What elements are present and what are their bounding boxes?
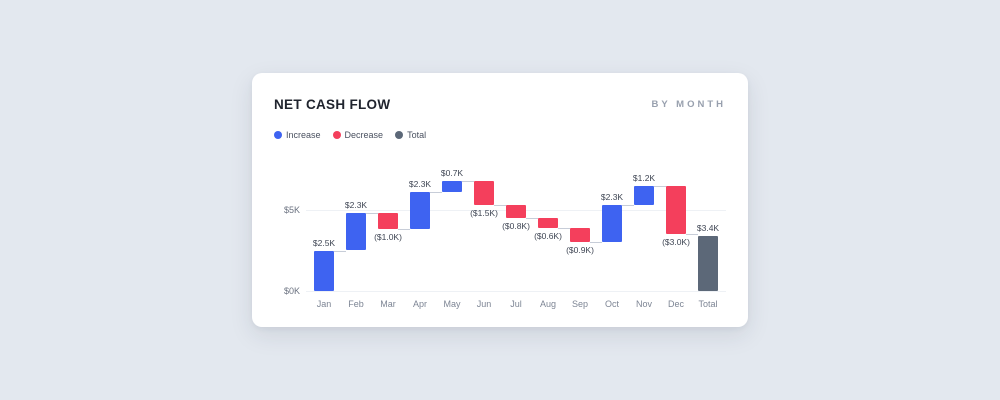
chart-title: NET CASH FLOW (274, 96, 391, 112)
bar-value-label: $3.4K (696, 222, 720, 233)
connector-line (654, 185, 666, 187)
connector-line (462, 180, 474, 182)
chart-legend: Increase Decrease Total (274, 129, 726, 141)
x-axis-label-oct: Oct (604, 299, 619, 309)
waterfall-bar-aug[interactable] (538, 218, 558, 228)
legend-label: Increase (286, 130, 321, 140)
legend-label: Decrease (344, 130, 384, 140)
bar-value-label: $2.3K (600, 192, 624, 203)
waterfall-chart: $5K $0K $2.5K Jan $2.3K Feb ($1.0K) Mar $2.3K Apr… (274, 151, 726, 319)
waterfall-bar-jan[interactable] (314, 250, 334, 291)
total-legend-dot-icon (395, 131, 404, 139)
x-axis-label-nov: Nov (635, 299, 652, 309)
x-axis-label-feb: Feb (348, 299, 364, 309)
connector-line (526, 218, 538, 220)
waterfall-bar-nov[interactable] (634, 185, 654, 206)
legend-item-total[interactable]: Total (395, 130, 426, 140)
bar-value-label: $2.3K (408, 179, 432, 190)
x-axis-label-jun: Jun (476, 299, 492, 309)
bar-value-label: ($0.9K) (566, 245, 594, 256)
bar-value-label: $0.7K (440, 167, 464, 178)
bar-value-label: ($1.5K) (470, 208, 498, 219)
connector-line (430, 192, 442, 194)
chart-subtitle: BY MONTH (651, 98, 726, 110)
bar-value-label: ($0.6K) (534, 230, 562, 241)
x-axis-label-sep: Sep (571, 299, 588, 309)
x-axis-label-dec: Dec (667, 299, 684, 309)
waterfall-bar-may[interactable] (442, 180, 462, 193)
waterfall-bar-dec[interactable] (666, 185, 686, 235)
bar-value-label: $2.5K (312, 237, 336, 248)
waterfall-bar-feb[interactable] (346, 213, 366, 251)
legend-item-increase[interactable]: Increase (274, 130, 321, 140)
x-axis-label-apr: Apr (412, 299, 427, 309)
connector-line (558, 227, 570, 229)
bar-value-label: $2.3K (344, 200, 368, 211)
x-axis-label-jan: Jan (316, 299, 332, 309)
waterfall-bar-jun[interactable] (474, 180, 494, 206)
connector-line (622, 205, 634, 207)
bar-value-label: ($3.0K) (662, 237, 690, 248)
connector-line (334, 250, 346, 252)
x-axis-label-total: Total (698, 299, 718, 309)
bar-value-label: ($0.8K) (502, 221, 530, 232)
waterfall-bar-mar[interactable] (378, 213, 398, 230)
x-axis-label-mar: Mar (380, 299, 396, 309)
x-axis-label-may: May (443, 299, 461, 309)
waterfall-bar-jul[interactable] (506, 205, 526, 219)
y-gridline (306, 291, 726, 292)
connector-line (590, 242, 602, 244)
waterfall-bar-apr[interactable] (410, 192, 430, 230)
chart-card: NET CASH FLOW BY MONTH Increase Decrease T… (252, 73, 748, 327)
connector-line (398, 229, 410, 231)
increase-legend-dot-icon (274, 131, 282, 139)
waterfall-bar-oct[interactable] (602, 205, 622, 243)
connector-line (366, 213, 378, 215)
y-axis-tick-label: $0K (283, 286, 300, 296)
card-header: NET CASH FLOW BY MONTH (274, 95, 726, 113)
x-axis-label-jul: Jul (510, 299, 522, 309)
waterfall-bar-sep[interactable] (570, 227, 590, 243)
y-axis-tick-label: $5K (283, 205, 300, 215)
x-axis-label-aug: Aug (539, 299, 556, 309)
legend-label: Total (407, 130, 427, 140)
connector-line (494, 205, 506, 207)
bar-value-label: ($1.0K) (374, 232, 402, 243)
bar-value-label: $1.2K (632, 172, 656, 183)
legend-item-decrease[interactable]: Decrease (332, 130, 384, 140)
decrease-legend-dot-icon (332, 131, 341, 139)
connector-line (686, 234, 698, 236)
waterfall-bar-total[interactable] (698, 235, 718, 291)
